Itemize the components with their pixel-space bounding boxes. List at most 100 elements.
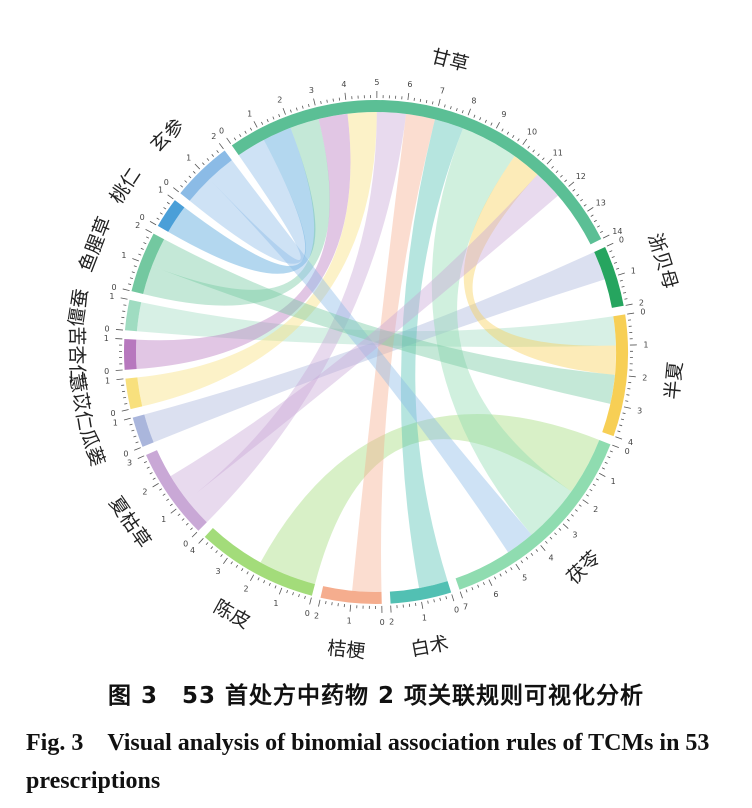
tick-mark: [215, 550, 218, 554]
node-label: 半夏: [661, 361, 687, 401]
tick-mark: [512, 134, 515, 138]
tick-mark: [568, 181, 575, 187]
tick-mark: [320, 100, 322, 105]
chord-link: [151, 239, 615, 404]
tick-mark: [517, 138, 520, 142]
tick-mark: [218, 143, 224, 150]
tick-mark: [272, 116, 275, 120]
tick-label: 3: [216, 567, 221, 576]
tick-mark: [587, 207, 594, 212]
tick-mark: [459, 591, 463, 599]
tick-label: 2: [142, 488, 147, 497]
tick-label: 0: [640, 308, 645, 317]
node-label: 浙贝母: [643, 231, 681, 292]
tick-mark: [427, 600, 429, 604]
tick-mark: [451, 594, 455, 602]
node-label: 桃仁: [106, 164, 145, 208]
tick-mark: [123, 396, 127, 399]
tick-mark: [131, 271, 135, 274]
tick-mark: [560, 174, 563, 178]
tick-mark: [482, 582, 485, 586]
tick-mark: [250, 574, 255, 581]
tick-label: 5: [522, 573, 527, 582]
tick-label: 1: [158, 185, 163, 194]
node-arc: [180, 150, 232, 201]
chord-link: [168, 127, 316, 274]
tick-mark: [170, 508, 177, 514]
tick-label: 1: [347, 617, 352, 626]
tick-mark: [601, 467, 605, 470]
node-arc: [455, 439, 611, 590]
tick-label: 2: [277, 96, 282, 105]
tick-label: 1: [186, 154, 191, 163]
tick-mark: [600, 230, 604, 233]
node-label: 苦杏仁: [65, 326, 88, 383]
chord-link: [352, 113, 436, 592]
chord-link: [170, 174, 559, 501]
tick-mark: [263, 580, 266, 584]
tick-mark: [609, 250, 613, 253]
tick-label: 1: [105, 377, 110, 386]
tick-mark: [133, 435, 137, 438]
tick-mark: [438, 98, 441, 106]
tick-mark: [542, 157, 545, 161]
tick-mark: [233, 137, 237, 141]
tick-label: 0: [219, 127, 224, 136]
tick-mark: [286, 590, 289, 594]
tick-mark: [140, 247, 144, 250]
tick-mark: [137, 455, 145, 460]
tick-label: 0: [104, 367, 109, 376]
node-arc: [124, 299, 142, 332]
tick-mark: [257, 577, 260, 581]
tick-mark: [625, 400, 629, 402]
tick-mark: [490, 122, 493, 126]
tick-mark: [216, 150, 219, 153]
tick-mark: [220, 554, 223, 557]
tick-mark: [318, 599, 321, 607]
tick-mark: [253, 121, 258, 128]
tick-mark: [628, 375, 636, 378]
tick-mark: [205, 542, 209, 546]
tick-mark: [149, 221, 157, 226]
tick-mark: [131, 429, 135, 432]
tick-mark: [191, 531, 198, 538]
tick-mark: [129, 423, 133, 426]
tick-mark: [555, 170, 559, 174]
tick-mark: [278, 114, 281, 118]
tick-label: 1: [104, 334, 109, 343]
tick-label: 2: [314, 611, 319, 620]
tick-mark: [159, 212, 163, 215]
tick-mark: [589, 489, 593, 492]
tick-mark: [292, 592, 294, 596]
tick-mark: [274, 585, 277, 589]
tick-mark: [190, 527, 193, 531]
tick-mark: [241, 568, 244, 572]
tick-mark: [488, 579, 493, 586]
tick-mark: [128, 283, 132, 285]
tick-label: 2: [639, 298, 644, 307]
tick-mark: [617, 272, 625, 276]
tick-mark: [593, 219, 597, 223]
tick-label: 1: [631, 266, 636, 275]
tick-mark: [145, 229, 152, 234]
tick-mark: [295, 107, 298, 111]
tick-label: 4: [190, 546, 195, 555]
tick-label: 4: [549, 554, 554, 563]
tick-mark: [445, 596, 448, 600]
tick-mark: [326, 99, 328, 103]
tick-mark: [211, 154, 214, 157]
tick-label: 7: [440, 86, 445, 95]
tick-mark: [612, 444, 619, 449]
tick-mark: [325, 600, 327, 605]
tick-mark: [574, 509, 578, 512]
tick-mark: [344, 92, 347, 100]
tick-label: 2: [135, 221, 140, 230]
tick-mark: [201, 162, 205, 166]
tick-mark: [582, 499, 589, 505]
tick-mark: [143, 461, 147, 464]
tick-mark: [595, 478, 599, 481]
tick-label: 0: [625, 447, 630, 456]
tick-mark: [551, 165, 554, 169]
tick-mark: [278, 587, 283, 595]
tick-label: 4: [628, 438, 633, 447]
